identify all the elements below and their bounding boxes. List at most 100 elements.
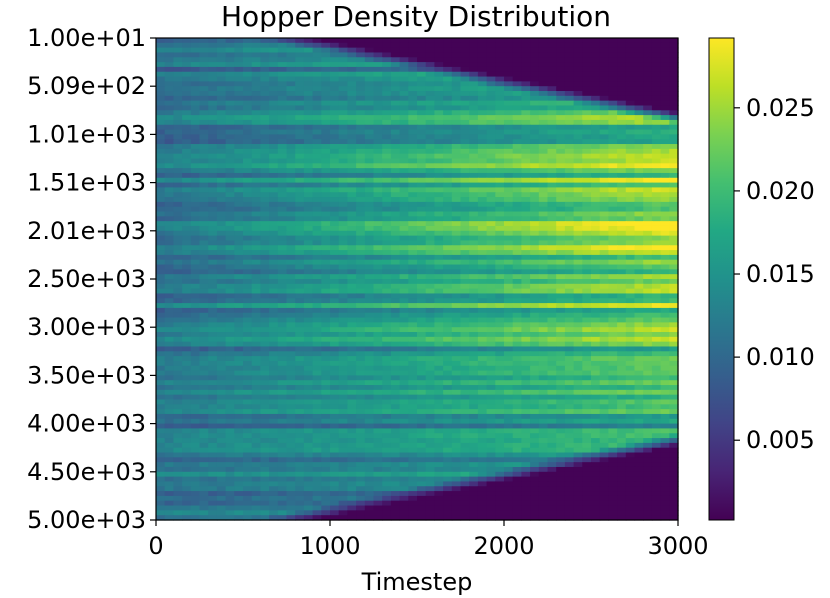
heatmap-cell xyxy=(521,394,531,401)
heatmap-cell xyxy=(260,312,270,319)
heatmap-cell xyxy=(260,370,270,376)
heatmap-cell xyxy=(608,100,618,107)
heatmap-cell xyxy=(234,148,244,155)
heatmap-cell xyxy=(330,76,340,82)
heatmap-cell xyxy=(495,245,505,251)
heatmap-cell xyxy=(451,413,462,420)
heatmap-cell xyxy=(347,206,357,213)
heatmap-cell xyxy=(216,235,227,242)
heatmap-cell xyxy=(321,293,331,299)
heatmap-cell xyxy=(443,119,453,126)
heatmap-cell xyxy=(190,38,201,44)
heatmap-cell xyxy=(173,211,183,217)
heatmap-cell xyxy=(164,62,174,68)
heatmap-cell xyxy=(173,274,183,280)
heatmap-cell xyxy=(399,240,409,246)
heatmap-cell xyxy=(582,62,592,68)
heatmap-cell xyxy=(530,351,540,357)
heatmap-cell xyxy=(608,124,618,131)
heatmap-cell xyxy=(173,317,183,323)
heatmap-cell xyxy=(216,100,227,107)
heatmap-cell xyxy=(460,380,470,386)
heatmap-cell xyxy=(617,254,627,261)
heatmap-cell xyxy=(425,240,435,246)
heatmap-cell xyxy=(634,274,644,280)
heatmap-cell xyxy=(530,230,540,237)
heatmap-cell xyxy=(234,293,244,299)
heatmap-cell xyxy=(408,341,418,348)
heatmap-cell xyxy=(173,172,183,179)
heatmap-cell xyxy=(538,399,549,405)
heatmap-cell xyxy=(591,259,601,266)
heatmap-cell xyxy=(269,81,279,87)
heatmap-cell xyxy=(390,254,401,261)
heatmap-cell xyxy=(208,327,218,333)
heatmap-cell xyxy=(504,307,514,314)
heatmap-cell xyxy=(190,91,201,97)
heatmap-cell xyxy=(216,197,227,203)
heatmap-cell xyxy=(277,230,288,237)
heatmap-cell xyxy=(338,124,348,131)
heatmap-cell xyxy=(469,216,479,222)
heatmap-cell xyxy=(286,438,296,444)
heatmap-cell xyxy=(417,351,427,357)
heatmap-cell xyxy=(451,245,462,251)
heatmap-cell xyxy=(530,216,540,222)
heatmap-cell xyxy=(547,322,557,328)
heatmap-cell xyxy=(390,428,401,434)
heatmap-cell xyxy=(373,259,383,266)
heatmap-cell xyxy=(669,158,679,164)
heatmap-cell xyxy=(669,230,679,237)
heatmap-cell xyxy=(269,312,279,319)
heatmap-cell xyxy=(469,332,479,338)
heatmap-cell xyxy=(277,303,288,309)
heatmap-cell xyxy=(660,346,670,352)
heatmap-cell xyxy=(564,139,575,145)
heatmap-cell xyxy=(669,303,679,309)
heatmap-cell xyxy=(347,389,357,396)
heatmap-cell xyxy=(599,433,609,439)
heatmap-cell xyxy=(564,197,575,203)
heatmap-cell xyxy=(190,283,201,290)
heatmap-cell xyxy=(364,250,375,256)
heatmap-cell xyxy=(260,129,270,135)
heatmap-cell xyxy=(321,375,331,381)
heatmap-cell xyxy=(425,86,435,92)
heatmap-cell xyxy=(234,413,244,420)
heatmap-cell xyxy=(364,148,375,155)
heatmap-cell xyxy=(408,172,418,179)
heatmap-cell xyxy=(286,409,296,415)
heatmap-cell xyxy=(504,322,514,328)
heatmap-cell xyxy=(469,81,479,87)
heatmap-cell xyxy=(417,129,427,135)
heatmap-cell xyxy=(512,279,522,285)
heatmap-cell xyxy=(277,317,288,323)
heatmap-cell xyxy=(225,86,235,92)
heatmap-cell xyxy=(599,288,609,295)
heatmap-cell xyxy=(269,71,279,78)
heatmap-cell xyxy=(564,269,575,275)
heatmap-cell xyxy=(199,360,209,367)
heatmap-cell xyxy=(295,307,305,314)
heatmap-cell xyxy=(556,57,566,63)
heatmap-cell xyxy=(260,327,270,333)
heatmap-cell xyxy=(504,177,514,184)
heatmap-cell xyxy=(208,225,218,232)
heatmap-cell xyxy=(443,399,453,405)
heatmap-cell xyxy=(434,197,444,203)
heatmap-cell xyxy=(199,81,209,87)
heatmap-cell xyxy=(608,399,618,405)
heatmap-cell xyxy=(486,95,496,102)
heatmap-cell xyxy=(330,312,340,319)
heatmap-cell xyxy=(338,91,348,97)
heatmap-cell xyxy=(608,105,618,111)
heatmap-cell xyxy=(260,144,270,150)
heatmap-cell xyxy=(591,235,601,242)
heatmap-cell xyxy=(260,230,270,237)
heatmap-cell xyxy=(617,360,627,367)
heatmap-cell xyxy=(495,235,505,242)
heatmap-cell xyxy=(347,235,357,242)
heatmap-cell xyxy=(225,115,235,121)
heatmap-cell xyxy=(269,211,279,217)
heatmap-cell xyxy=(634,124,644,131)
